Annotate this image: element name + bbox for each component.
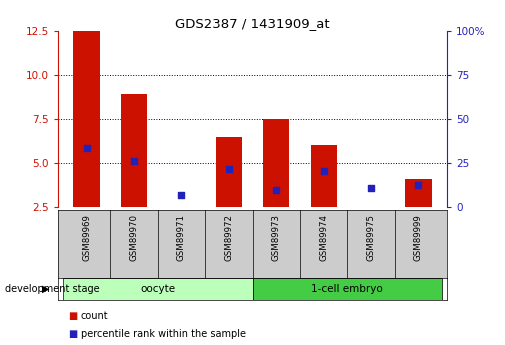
Bar: [74, 31, 99, 207]
Text: GSM89969: GSM89969: [82, 214, 91, 261]
Title: GDS2387 / 1431909_at: GDS2387 / 1431909_at: [175, 17, 330, 30]
Bar: [216, 137, 242, 207]
Text: 1-cell embryo: 1-cell embryo: [312, 284, 383, 294]
Bar: [121, 95, 147, 207]
Bar: [252, 278, 442, 300]
Text: ■: ■: [68, 329, 77, 339]
Text: GSM89975: GSM89975: [367, 214, 376, 261]
Text: development stage: development stage: [5, 284, 99, 294]
Point: [82, 145, 90, 151]
Point: [415, 182, 423, 188]
Text: GSM89999: GSM89999: [414, 214, 423, 260]
Text: ▶: ▶: [42, 284, 49, 294]
Text: GSM89970: GSM89970: [129, 214, 138, 261]
Text: GSM89974: GSM89974: [319, 214, 328, 261]
Text: ■: ■: [68, 311, 77, 321]
Text: GSM89972: GSM89972: [224, 214, 233, 261]
Point: [177, 192, 185, 197]
Text: count: count: [81, 311, 109, 321]
Bar: [63, 278, 252, 300]
Text: oocyte: oocyte: [140, 284, 175, 294]
Point: [367, 185, 375, 190]
Text: GSM89973: GSM89973: [272, 214, 281, 261]
Point: [130, 158, 138, 164]
Point: [320, 168, 328, 174]
Text: percentile rank within the sample: percentile rank within the sample: [81, 329, 246, 339]
Point: [272, 188, 280, 193]
Bar: [406, 179, 431, 207]
Bar: [311, 145, 337, 207]
Bar: [263, 119, 289, 207]
Point: [225, 166, 233, 172]
Text: GSM89971: GSM89971: [177, 214, 186, 261]
